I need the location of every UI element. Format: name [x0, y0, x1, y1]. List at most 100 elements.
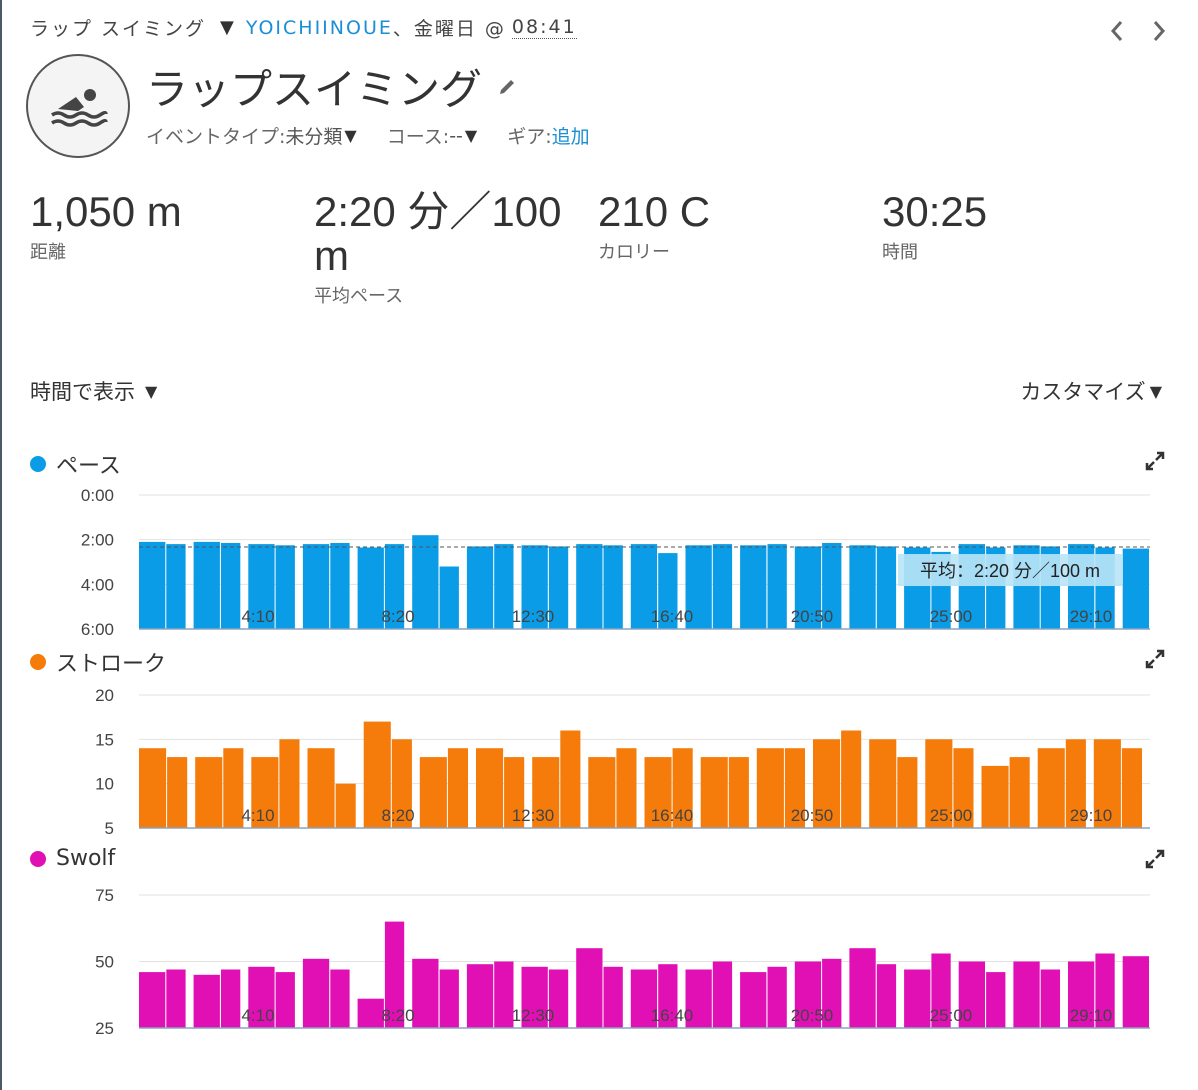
stroke-bar[interactable]: [223, 748, 244, 828]
swolf-bar[interactable]: [466, 964, 494, 1028]
swolf-bar[interactable]: [630, 969, 658, 1029]
swolf-bar[interactable]: [439, 969, 459, 1029]
expand-icon[interactable]: [1144, 450, 1166, 472]
swolf-bar[interactable]: [904, 969, 931, 1029]
swolf-bar[interactable]: [1095, 953, 1115, 1029]
pace-bar[interactable]: [630, 544, 658, 629]
swolf-bar[interactable]: [822, 958, 842, 1028]
stroke-bar[interactable]: [139, 748, 167, 828]
stroke-bar[interactable]: [307, 748, 335, 828]
swolf-bar[interactable]: [685, 969, 712, 1029]
chevron-right-icon[interactable]: [1148, 16, 1170, 46]
add-gear-link[interactable]: 追加: [551, 126, 590, 148]
event-type-dropdown-icon[interactable]: ▼: [344, 126, 357, 145]
course-dropdown-icon[interactable]: ▼: [464, 126, 478, 145]
user-link[interactable]: YOICHIINOUE: [245, 16, 393, 39]
swolf-bar[interactable]: [275, 972, 295, 1028]
swolf-bar[interactable]: [1013, 961, 1040, 1029]
activity-time[interactable]: 08:41: [511, 16, 577, 39]
pace-bar[interactable]: [275, 545, 295, 630]
pace-bar[interactable]: [384, 544, 405, 629]
activity-type-dropdown-icon[interactable]: ▼: [220, 17, 236, 38]
swolf-bar[interactable]: [603, 966, 623, 1028]
stroke-bar[interactable]: [1037, 748, 1065, 828]
pace-bar[interactable]: [494, 544, 514, 629]
swolf-bar[interactable]: [330, 969, 350, 1029]
stroke-bar[interactable]: [1065, 739, 1086, 828]
swolf-bar[interactable]: [849, 948, 876, 1028]
stroke-bar[interactable]: [447, 748, 468, 828]
customize-dropdown[interactable]: カスタマイズ ▼: [1020, 376, 1162, 406]
swolf-bar[interactable]: [357, 998, 384, 1028]
swolf-bar[interactable]: [958, 961, 985, 1029]
pace-bar[interactable]: [822, 543, 842, 629]
stroke-bar[interactable]: [391, 739, 412, 828]
swolf-bar[interactable]: [548, 969, 569, 1029]
swolf-bar[interactable]: [740, 972, 767, 1028]
swolf-bar[interactable]: [166, 969, 186, 1029]
pace-bar[interactable]: [1122, 548, 1149, 629]
pace-bar[interactable]: [576, 544, 603, 629]
stroke-bar[interactable]: [532, 757, 560, 828]
swolf-bar[interactable]: [931, 953, 951, 1029]
swolf-bar[interactable]: [521, 966, 548, 1028]
stroke-bar[interactable]: [981, 765, 1009, 828]
pace-bar[interactable]: [193, 541, 220, 629]
swolf-bar[interactable]: [221, 969, 241, 1029]
swolf-bar[interactable]: [1122, 956, 1149, 1028]
pace-bar[interactable]: [712, 544, 733, 629]
stroke-bar[interactable]: [476, 748, 504, 828]
pace-bar[interactable]: [767, 544, 787, 629]
stroke-bar[interactable]: [700, 757, 728, 828]
stroke-bar[interactable]: [925, 739, 953, 828]
stroke-bar[interactable]: [419, 757, 447, 828]
pace-bar[interactable]: [685, 545, 712, 630]
swolf-bar[interactable]: [494, 961, 514, 1029]
pace-bar[interactable]: [466, 546, 494, 629]
view-by-dropdown[interactable]: 時間で表示 ▼: [30, 376, 157, 406]
pace-bar[interactable]: [248, 544, 275, 629]
pace-bar[interactable]: [330, 543, 350, 629]
pace-bar[interactable]: [658, 553, 678, 629]
pace-bar[interactable]: [876, 546, 897, 629]
pace-bar[interactable]: [548, 546, 569, 629]
stroke-bar[interactable]: [363, 721, 391, 828]
stroke-bar[interactable]: [560, 730, 581, 829]
swolf-bar[interactable]: [876, 964, 897, 1028]
swolf-bar[interactable]: [193, 974, 220, 1028]
stroke-bar[interactable]: [953, 748, 974, 828]
stroke-bar[interactable]: [841, 730, 862, 829]
stroke-bar[interactable]: [504, 757, 525, 828]
stroke-bar[interactable]: [616, 748, 637, 828]
stroke-bar[interactable]: [279, 739, 300, 828]
swolf-bar[interactable]: [302, 958, 330, 1028]
stroke-bar[interactable]: [728, 757, 749, 828]
stroke-bar[interactable]: [195, 757, 223, 828]
stroke-bar[interactable]: [335, 783, 356, 828]
pace-bar[interactable]: [603, 545, 623, 630]
pace-bar[interactable]: [139, 541, 166, 629]
swolf-bar[interactable]: [412, 958, 439, 1028]
stroke-bar[interactable]: [756, 748, 784, 828]
pace-bar[interactable]: [439, 566, 459, 630]
stroke-bar[interactable]: [784, 748, 805, 828]
stroke-bar[interactable]: [813, 739, 841, 828]
pencil-icon[interactable]: [496, 76, 518, 98]
pace-bar[interactable]: [302, 544, 330, 629]
pace-bar[interactable]: [357, 547, 384, 630]
expand-icon[interactable]: [1144, 648, 1166, 670]
pace-bar[interactable]: [166, 544, 186, 629]
expand-icon[interactable]: [1144, 848, 1166, 870]
course[interactable]: コース: -- ▼: [387, 122, 477, 149]
pace-bar[interactable]: [740, 545, 767, 630]
stroke-bar[interactable]: [251, 757, 279, 828]
swolf-bar[interactable]: [1040, 969, 1060, 1029]
pace-bar[interactable]: [521, 545, 548, 630]
pace-bar[interactable]: [221, 543, 241, 629]
stroke-bar[interactable]: [897, 757, 918, 828]
event-type[interactable]: イベントタイプ: 未分類 ▼: [146, 122, 357, 149]
stroke-bar[interactable]: [1121, 748, 1142, 828]
swolf-bar[interactable]: [986, 972, 1006, 1028]
swolf-bar[interactable]: [794, 961, 822, 1029]
stroke-bar[interactable]: [869, 739, 897, 828]
